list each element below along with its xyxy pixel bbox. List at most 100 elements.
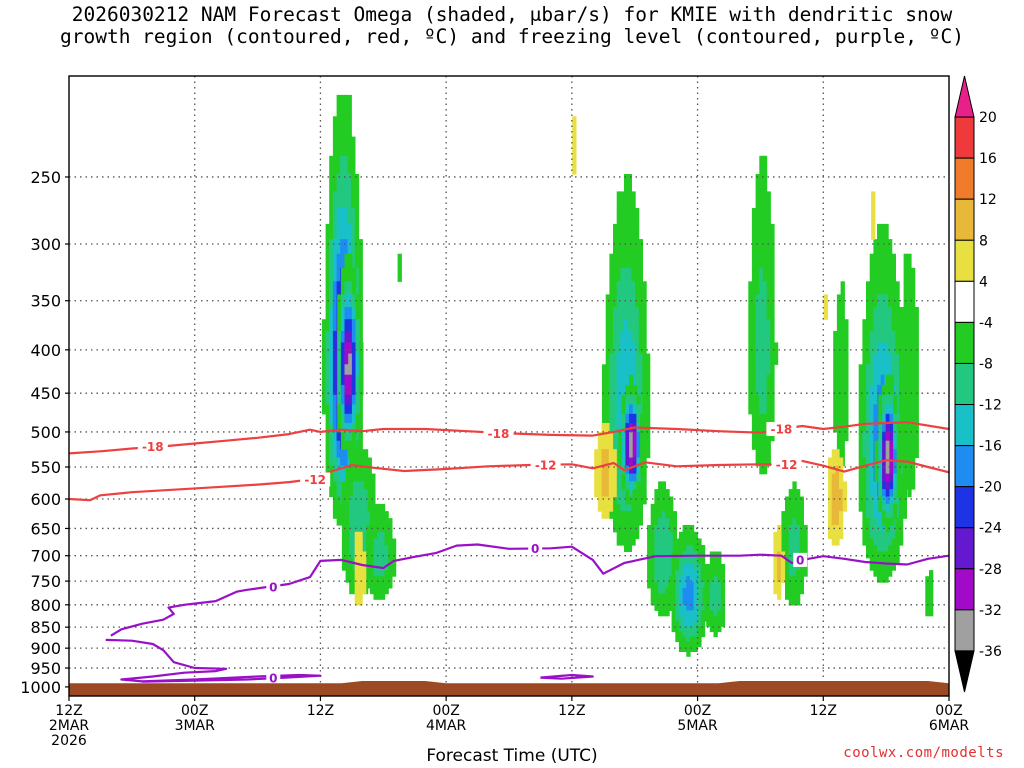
- omega-cell: [840, 319, 845, 332]
- omega-cell: [770, 253, 775, 269]
- omega-cell: [882, 481, 887, 490]
- omega-cell: [839, 489, 844, 498]
- omega-cell: [899, 511, 904, 519]
- omega-cell: [884, 331, 889, 343]
- omega-cell: [871, 208, 876, 225]
- omega-cell: [862, 342, 867, 355]
- omega-cell: [762, 374, 768, 386]
- omega-cell: [788, 489, 793, 498]
- omega-cell: [759, 155, 764, 175]
- omega-cell: [352, 496, 358, 505]
- omega-cell: [866, 307, 871, 320]
- omega-cell: [792, 511, 797, 519]
- omega-cell: [351, 307, 357, 320]
- omega-cell: [882, 440, 887, 450]
- omega-cell: [601, 503, 606, 512]
- omega-cell: [380, 570, 386, 577]
- omega-cell: [773, 576, 778, 583]
- omega-cell: [873, 431, 878, 442]
- omega-cell: [907, 319, 912, 332]
- omega-cell: [777, 564, 782, 571]
- omega-cell: [675, 621, 680, 627]
- omega-cell: [348, 431, 353, 442]
- y-tick-label: 550: [30, 458, 61, 477]
- omega-cell: [862, 374, 867, 386]
- omega-cell: [349, 503, 354, 512]
- omega-cell: [803, 564, 808, 571]
- omega-cell: [620, 384, 625, 396]
- omega-cell: [625, 489, 630, 498]
- omega-cell: [388, 564, 393, 571]
- omega-cell: [866, 319, 871, 332]
- omega-cell: [667, 582, 673, 589]
- omega-cell: [702, 587, 707, 595]
- omega-cell: [840, 440, 845, 450]
- omega-cell: [889, 374, 894, 386]
- omega-cell: [891, 384, 896, 396]
- omega-cell: [638, 239, 643, 255]
- omega-cell: [638, 374, 643, 386]
- omega-cell: [336, 174, 341, 192]
- omega-cell: [620, 267, 625, 282]
- omega-cell: [605, 374, 610, 386]
- omega-cell: [329, 440, 334, 450]
- omega-cell: [340, 465, 345, 475]
- omega-cell: [344, 281, 349, 295]
- omega-cell: [873, 538, 878, 546]
- omega-cell: [873, 281, 878, 295]
- omega-cell: [720, 599, 726, 606]
- omega-cell: [348, 342, 353, 355]
- omega-cell: [352, 457, 358, 467]
- omega-cell: [665, 587, 670, 595]
- omega-cell: [609, 319, 614, 332]
- omega-cell: [788, 570, 793, 577]
- omega-cell: [369, 570, 375, 577]
- omega-cell: [661, 576, 666, 583]
- omega-cell: [766, 253, 771, 269]
- omega-cell: [631, 353, 636, 365]
- omega-cell: [384, 531, 389, 540]
- omega-cell: [873, 239, 878, 255]
- omega-cell: [332, 331, 338, 343]
- omega-cell: [713, 587, 718, 595]
- omega-cell: [629, 457, 634, 467]
- omega-cell: [329, 174, 334, 192]
- omega-cell: [650, 582, 655, 589]
- omega-cell: [625, 431, 630, 442]
- omega-cell: [325, 394, 330, 405]
- omega-cell: [873, 319, 878, 332]
- omega-cell: [888, 557, 893, 565]
- omega-cell: [862, 431, 867, 442]
- omega-cell: [627, 223, 632, 240]
- omega-cell: [363, 473, 369, 482]
- omega-cell: [352, 503, 358, 512]
- omega-cell: [880, 564, 885, 571]
- omega-cell: [869, 551, 874, 559]
- omega-cell: [348, 404, 353, 415]
- omega-cell: [902, 511, 907, 519]
- omega-cell: [321, 394, 327, 405]
- dgz-minus12-label-bg: [771, 457, 802, 472]
- omega-cell: [349, 496, 354, 505]
- omega-cell: [759, 440, 764, 450]
- omega-cell: [636, 449, 641, 459]
- omega-cell: [658, 545, 663, 552]
- omega-cell: [862, 331, 867, 343]
- omega-cell: [799, 518, 804, 526]
- omega-cell: [354, 208, 360, 225]
- omega-cell: [871, 223, 876, 240]
- omega-cell: [873, 353, 878, 365]
- omega-cell: [891, 294, 896, 308]
- omega-cell: [336, 239, 341, 255]
- omega-cell: [929, 599, 934, 606]
- omega-cell: [347, 239, 352, 255]
- omega-cell: [605, 496, 610, 505]
- omega-cell: [340, 253, 345, 269]
- omega-cell: [911, 267, 916, 282]
- omega-cell: [351, 394, 357, 405]
- omega-cell: [321, 384, 327, 396]
- omega-cell: [877, 531, 882, 540]
- omega-cell: [355, 353, 360, 365]
- omega-cell: [367, 473, 372, 482]
- omega-cell: [632, 473, 637, 482]
